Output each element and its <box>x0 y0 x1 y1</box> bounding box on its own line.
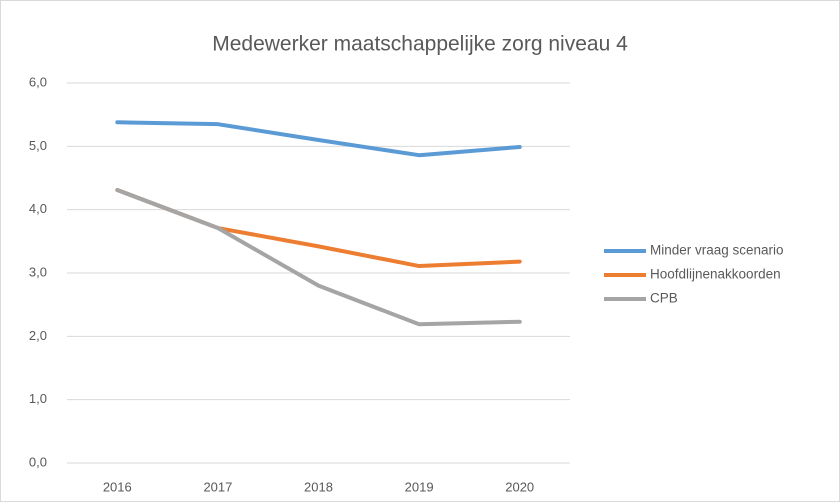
y-tick-label: 0,0 <box>29 454 47 469</box>
series-line <box>115 120 522 158</box>
x-tick-label: 2018 <box>304 479 333 494</box>
y-tick-label: 5,0 <box>29 138 47 153</box>
x-tick-label: 2017 <box>203 479 232 494</box>
y-tick-label: 2,0 <box>29 328 47 343</box>
x-tick-label: 2020 <box>505 479 534 494</box>
legend-label: Hoofdlijnenakkoorden <box>650 267 781 282</box>
series-line <box>115 188 522 327</box>
y-tick-label: 3,0 <box>29 264 47 279</box>
legend-label: CPB <box>650 291 678 306</box>
chart-title: Medewerker maatschappelijke zorg niveau … <box>212 33 628 56</box>
y-tick-label: 6,0 <box>29 74 47 89</box>
y-tick-label: 1,0 <box>29 391 47 406</box>
x-tick-label: 2019 <box>405 479 434 494</box>
legend-label: Minder vraag scenario <box>650 243 784 258</box>
y-tick-label: 4,0 <box>29 201 47 216</box>
x-tick-label: 2016 <box>103 479 132 494</box>
